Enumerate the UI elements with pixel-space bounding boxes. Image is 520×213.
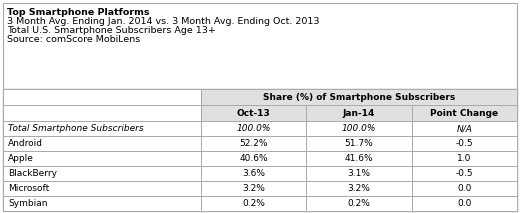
Bar bbox=[201, 166, 306, 181]
Text: N/A: N/A bbox=[457, 124, 472, 133]
Bar bbox=[3, 136, 201, 151]
Text: -0.5: -0.5 bbox=[456, 139, 473, 148]
Text: Top Smartphone Platforms: Top Smartphone Platforms bbox=[7, 8, 150, 17]
Text: -0.5: -0.5 bbox=[456, 169, 473, 178]
Bar bbox=[201, 89, 517, 105]
Text: Point Change: Point Change bbox=[430, 108, 498, 118]
Text: 52.2%: 52.2% bbox=[239, 139, 268, 148]
Text: Symbian: Symbian bbox=[8, 199, 47, 208]
Text: 3 Month Avg. Ending Jan. 2014 vs. 3 Month Avg. Ending Oct. 2013: 3 Month Avg. Ending Jan. 2014 vs. 3 Mont… bbox=[7, 17, 319, 26]
Bar bbox=[412, 196, 517, 211]
Text: 1.0: 1.0 bbox=[457, 154, 472, 163]
Bar bbox=[306, 181, 412, 196]
Text: 41.6%: 41.6% bbox=[345, 154, 373, 163]
Bar bbox=[306, 151, 412, 166]
Bar bbox=[3, 151, 201, 166]
Bar bbox=[306, 105, 412, 121]
Text: Jan-14: Jan-14 bbox=[343, 108, 375, 118]
Text: 0.2%: 0.2% bbox=[347, 199, 370, 208]
Text: 3.6%: 3.6% bbox=[242, 169, 265, 178]
Bar bbox=[412, 151, 517, 166]
Bar bbox=[3, 121, 201, 136]
Text: 0.0: 0.0 bbox=[457, 184, 472, 193]
Bar bbox=[201, 105, 306, 121]
Bar bbox=[3, 89, 201, 105]
Bar bbox=[306, 121, 412, 136]
Bar bbox=[412, 121, 517, 136]
Bar bbox=[201, 181, 306, 196]
Text: Microsoft: Microsoft bbox=[8, 184, 49, 193]
Bar bbox=[3, 105, 201, 121]
Bar bbox=[3, 89, 517, 211]
Bar bbox=[3, 3, 517, 89]
Text: 0.0: 0.0 bbox=[457, 199, 472, 208]
Text: 3.2%: 3.2% bbox=[347, 184, 370, 193]
Text: 100.0%: 100.0% bbox=[237, 124, 271, 133]
Text: Apple: Apple bbox=[8, 154, 34, 163]
Bar bbox=[3, 166, 201, 181]
Bar bbox=[306, 196, 412, 211]
Bar bbox=[201, 136, 306, 151]
Bar bbox=[306, 166, 412, 181]
Text: 100.0%: 100.0% bbox=[342, 124, 376, 133]
Text: Android: Android bbox=[8, 139, 43, 148]
Text: Total Smartphone Subscribers: Total Smartphone Subscribers bbox=[8, 124, 144, 133]
Bar bbox=[201, 196, 306, 211]
Bar bbox=[412, 105, 517, 121]
Text: 40.6%: 40.6% bbox=[239, 154, 268, 163]
Bar bbox=[3, 196, 201, 211]
Text: BlackBerry: BlackBerry bbox=[8, 169, 57, 178]
Bar bbox=[3, 181, 201, 196]
Text: Source: comScore MobiLens: Source: comScore MobiLens bbox=[7, 35, 140, 44]
Text: Oct-13: Oct-13 bbox=[237, 108, 270, 118]
Bar bbox=[412, 166, 517, 181]
Bar bbox=[412, 181, 517, 196]
Bar bbox=[412, 136, 517, 151]
Bar bbox=[201, 121, 306, 136]
Bar bbox=[306, 136, 412, 151]
Text: 51.7%: 51.7% bbox=[345, 139, 373, 148]
Text: 0.2%: 0.2% bbox=[242, 199, 265, 208]
Bar bbox=[201, 151, 306, 166]
Text: 3.2%: 3.2% bbox=[242, 184, 265, 193]
Text: 3.1%: 3.1% bbox=[347, 169, 370, 178]
Text: Total U.S. Smartphone Subscribers Age 13+: Total U.S. Smartphone Subscribers Age 13… bbox=[7, 26, 216, 35]
Text: Share (%) of Smartphone Subscribers: Share (%) of Smartphone Subscribers bbox=[263, 92, 455, 102]
